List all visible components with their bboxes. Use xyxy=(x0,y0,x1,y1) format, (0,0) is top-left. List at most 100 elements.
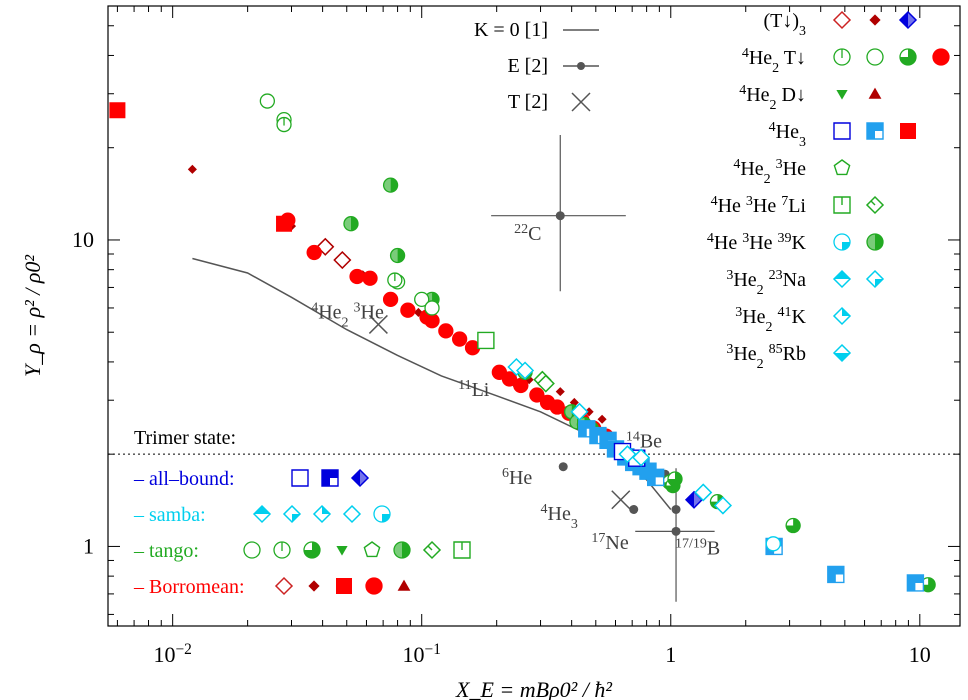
trimer-legend-label: – tango: xyxy=(133,540,199,562)
data-point xyxy=(632,448,651,467)
data-point xyxy=(584,407,594,417)
data-point xyxy=(618,445,637,464)
legend-symbol xyxy=(273,541,291,559)
legend-label: 4He2 3He xyxy=(733,157,806,187)
legend-symbol xyxy=(899,48,917,66)
legend-symbol xyxy=(571,92,591,112)
legend-symbol xyxy=(866,48,884,66)
x-tick-label: 1 xyxy=(665,642,676,667)
legend-symbol xyxy=(832,343,852,363)
data-point xyxy=(349,268,365,285)
legend-symbol xyxy=(836,90,848,100)
data-point xyxy=(920,577,936,593)
legend-label: 4He 3He 39K xyxy=(707,231,807,255)
trimer-legend-label: – all–bound: xyxy=(133,468,235,490)
legend-label: 4He 3He 7Li xyxy=(711,194,807,218)
data-point xyxy=(362,270,378,286)
data-point xyxy=(382,177,399,193)
axis-ticks xyxy=(108,6,960,626)
data-point xyxy=(646,468,665,487)
data-point xyxy=(382,291,399,308)
trimer-legend-label: – Borromean: xyxy=(133,576,245,598)
data-point xyxy=(513,377,529,394)
y-axis-title: Y_ρ = ρ² / ρ0² xyxy=(20,255,45,377)
annotation-label: 17Ne xyxy=(591,531,628,555)
annotation-label: 4He3 xyxy=(541,501,578,531)
data-point xyxy=(438,323,454,339)
data-point xyxy=(549,399,565,415)
annotations: 22C 4He2 3He 11Li 6He 14Be 4He3 17Ne 17/19B xyxy=(311,221,720,559)
legend-symbol xyxy=(832,306,852,326)
legend-symbol xyxy=(393,541,411,559)
data-point xyxy=(555,387,565,397)
legend-symbol xyxy=(832,10,852,30)
legend-symbol xyxy=(336,546,348,556)
legend-symbol xyxy=(898,10,918,30)
legend-symbol xyxy=(866,233,884,251)
legend-trimer: Trimer state: – all–bound: – samba: – tango… xyxy=(133,427,471,598)
legend-symbol xyxy=(900,123,916,139)
theory-point xyxy=(611,490,631,510)
annotation-label: 11Li xyxy=(458,377,490,401)
legend-symbol xyxy=(274,576,294,596)
data-point xyxy=(280,212,296,228)
legend-symbol xyxy=(868,87,882,99)
legend-symbol xyxy=(563,62,599,70)
legend-symbol xyxy=(422,540,442,560)
data-point xyxy=(424,300,440,316)
legend-symbol xyxy=(321,469,339,487)
data-point xyxy=(713,496,733,515)
legend-label: 3He2 85Rb xyxy=(726,342,806,372)
data-point xyxy=(529,387,545,403)
trimer-legend-title: Trimer state: xyxy=(134,427,236,449)
data-point xyxy=(343,216,359,232)
data-point xyxy=(333,250,352,270)
annotation-label: 14Be xyxy=(626,429,662,453)
data-point xyxy=(694,483,713,502)
x-axis-title: X_E = mBρ0² / ħ² xyxy=(455,677,612,700)
legend-symbol xyxy=(833,122,851,140)
legend-symbol xyxy=(282,504,302,524)
data-point xyxy=(570,402,589,421)
data-point xyxy=(451,331,468,347)
legend-symbol xyxy=(303,541,321,559)
plot-frame xyxy=(107,5,961,627)
legend-symbol xyxy=(832,269,852,289)
legend-symbol xyxy=(397,579,411,591)
legend-symbol xyxy=(336,578,352,594)
data-point xyxy=(597,414,607,424)
legend-symbol xyxy=(865,195,885,215)
data-point xyxy=(785,517,801,534)
legend-label: E [2] xyxy=(507,55,548,77)
legend-label: K = 0 [1] xyxy=(474,19,548,41)
legend-label: 4He3 xyxy=(769,120,806,150)
legend-symbol xyxy=(291,469,309,487)
data-point xyxy=(477,331,495,350)
legend-symbol xyxy=(833,233,851,251)
legend-symbol xyxy=(342,504,362,524)
data-point xyxy=(765,536,781,552)
data-point xyxy=(187,164,197,174)
legend-symbol xyxy=(350,468,370,488)
annotation-label: 22C xyxy=(514,221,541,245)
legend-symbol xyxy=(865,269,885,289)
data-point xyxy=(906,574,925,592)
annotation-label: 6He xyxy=(502,465,532,489)
data-point xyxy=(516,361,535,380)
data-point xyxy=(109,102,126,119)
legend-systems: (T↓)3 4He2 T↓ 4He2 D↓ 4He3 4He2 3He 4He 3He 7… xyxy=(707,10,950,372)
data-point xyxy=(276,116,292,133)
y-tick-label: 10 xyxy=(72,227,94,252)
trimer-legend-label: – samba: xyxy=(133,504,206,526)
legend-symbol xyxy=(833,159,851,176)
data-point xyxy=(827,565,845,584)
data-point xyxy=(667,471,683,487)
legend-symbol xyxy=(373,505,391,523)
theory-point xyxy=(368,314,388,334)
experiment-point xyxy=(671,504,681,514)
data-point xyxy=(536,374,555,393)
legend-symbol xyxy=(308,580,320,592)
legend-symbol xyxy=(252,504,272,524)
experiment-points xyxy=(368,135,715,602)
